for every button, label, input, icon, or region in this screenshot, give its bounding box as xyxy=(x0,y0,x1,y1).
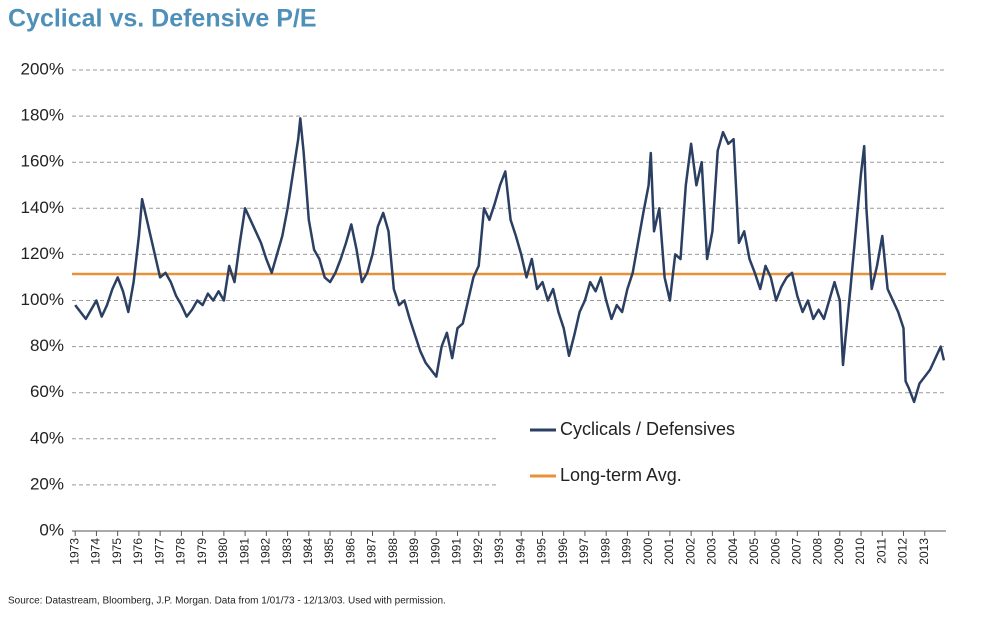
x-tick-label: 1980 xyxy=(216,538,230,565)
x-tick-label: 1994 xyxy=(513,538,527,565)
x-tick-label: 1991 xyxy=(450,538,464,565)
x-tick-label: 2012 xyxy=(896,538,910,565)
x-tick-label: 2005 xyxy=(747,538,761,565)
y-tick-label: 40% xyxy=(30,428,64,447)
x-tick-label: 1976 xyxy=(131,538,145,565)
x-tick-label: 2008 xyxy=(811,538,825,565)
x-tick-label: 1979 xyxy=(195,538,209,565)
x-tick-label: 1998 xyxy=(598,538,612,565)
x-tick-label: 1997 xyxy=(577,538,591,565)
y-tick-label: 0% xyxy=(39,520,64,539)
legend-box xyxy=(496,405,946,500)
x-tick-label: 1984 xyxy=(301,538,315,565)
y-tick-label: 140% xyxy=(21,198,64,217)
x-tick-label: 2011 xyxy=(874,538,888,564)
x-tick-label: 1981 xyxy=(237,538,251,565)
x-tick-label: 2013 xyxy=(917,538,931,565)
x-tick-label: 2002 xyxy=(683,538,697,565)
x-tick-label: 1993 xyxy=(492,538,506,565)
x-tick-label: 1990 xyxy=(428,538,442,565)
x-tick-label: 1973 xyxy=(67,538,81,565)
x-tick-label: 2001 xyxy=(662,538,676,565)
x-tick-label: 1985 xyxy=(322,538,336,565)
x-tick-label: 1989 xyxy=(407,538,421,565)
y-tick-label: 200% xyxy=(21,59,64,78)
x-tick-label: 1975 xyxy=(110,538,124,565)
y-tick-label: 80% xyxy=(30,336,64,355)
x-tick-label: 2010 xyxy=(853,538,867,565)
y-tick-label: 20% xyxy=(30,474,64,493)
x-tick-label: 2004 xyxy=(726,538,740,565)
x-tick-label: 2000 xyxy=(641,538,655,565)
x-tick-label: 1995 xyxy=(535,538,549,565)
x-tick-label: 1996 xyxy=(556,538,570,565)
x-tick-label: 1978 xyxy=(174,538,188,565)
y-tick-label: 160% xyxy=(21,152,64,171)
x-tick-label: 1974 xyxy=(89,538,103,565)
y-tick-label: 60% xyxy=(30,382,64,401)
source-note: Source: Datastream, Bloomberg, J.P. Morg… xyxy=(8,596,446,607)
x-tick-label: 2007 xyxy=(789,538,803,565)
x-tick-label: 1988 xyxy=(386,538,400,565)
x-tick-label: 2009 xyxy=(832,538,846,565)
x-tick-label: 2006 xyxy=(768,538,782,565)
y-tick-label: 180% xyxy=(21,106,64,125)
x-tick-label: 1999 xyxy=(620,538,634,565)
data-line xyxy=(74,117,946,404)
x-tick-label: 2003 xyxy=(705,538,719,565)
x-tick-label: 1982 xyxy=(259,538,273,565)
legend-label: Long-term Avg. xyxy=(560,465,682,485)
x-tick-label: 1977 xyxy=(152,538,166,565)
chart-title: Cyclical vs. Defensive P/E xyxy=(8,5,317,33)
x-tick-label: 1986 xyxy=(343,538,357,565)
y-tick-label: 100% xyxy=(21,290,64,309)
x-tick-label: 1983 xyxy=(280,538,294,565)
x-tick-label: 1987 xyxy=(365,538,379,565)
x-tick-label: 1992 xyxy=(471,538,485,565)
y-tick-label: 120% xyxy=(21,244,64,263)
legend-label: Cyclicals / Defensives xyxy=(560,419,735,439)
